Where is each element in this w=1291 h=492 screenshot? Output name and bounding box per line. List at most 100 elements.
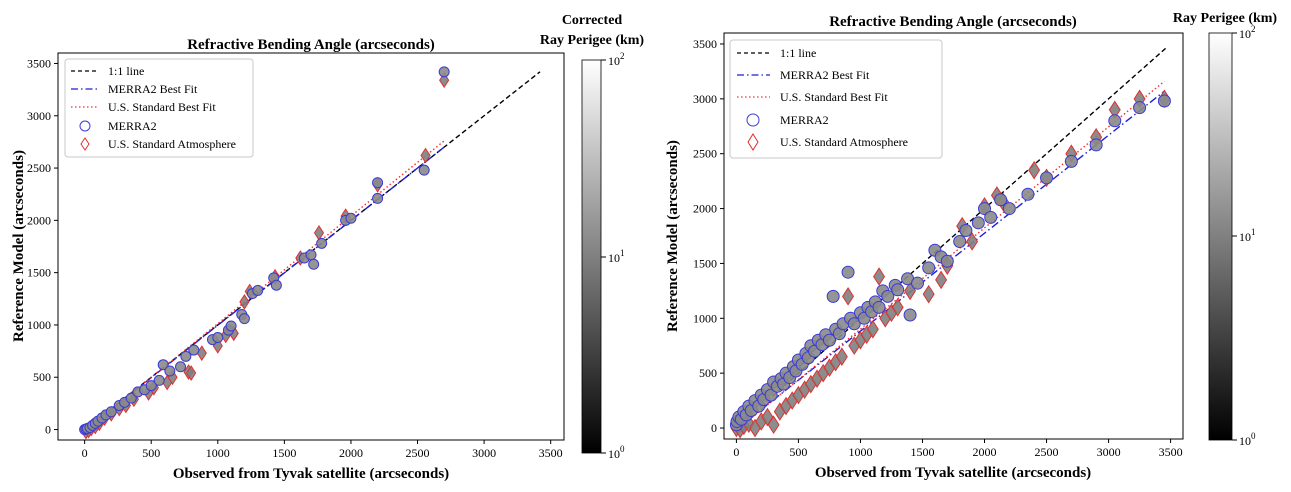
point-merra2 (1064, 154, 1078, 168)
chart-title: Refractive Bending Angle (arcseconds) (187, 37, 435, 53)
point-merra2 (841, 265, 855, 279)
line-u-s-standard-best-fit (84, 140, 445, 432)
point-us-standard (891, 297, 904, 317)
point-merra2 (978, 202, 992, 216)
point-us-standard (186, 365, 197, 381)
colorbar-title: Ray Perigee (km) (1173, 11, 1278, 26)
legend-marker-usstd (80, 137, 90, 151)
point-merra2 (372, 192, 384, 204)
x-tick-label: 3000 (472, 446, 496, 460)
colorbar-gradient (1208, 32, 1233, 441)
legend-label-usstd: U.S. Standard Atmosphere (108, 137, 236, 151)
legend-label-merra2-fit: MERRA2 Best Fit (780, 68, 870, 82)
point-merra2 (953, 234, 967, 248)
point-merra2 (1108, 114, 1122, 128)
point-merra2 (1089, 138, 1103, 152)
x-tick-label: 2500 (406, 446, 430, 460)
y-tick-label: 1500 (693, 256, 717, 270)
y-tick-label: 2500 (693, 147, 717, 161)
point-us-standard (420, 147, 431, 164)
colorbar-tick-label-3: 102 (608, 51, 625, 68)
point-merra2 (212, 331, 224, 343)
x-tick-label: 500 (789, 445, 807, 459)
y-tick-label: 3500 (693, 37, 717, 51)
x-tick-label: 1000 (848, 445, 872, 459)
point-merra2 (157, 359, 169, 371)
legend-label-merra2-fit: MERRA2 Best Fit (108, 82, 198, 96)
legend-label-usstd: U.S. Standard Atmosphere (780, 135, 908, 149)
x-tick-label: 3000 (1097, 445, 1121, 459)
point-merra2 (911, 276, 925, 290)
legend-label-merra2: MERRA2 (780, 113, 829, 127)
x-tick-label: 2000 (973, 445, 997, 459)
legend-box (729, 39, 943, 159)
right-chart: Refractive Bending Angle (arcseconds) 0 5… (665, 11, 1277, 481)
plot-frame (723, 32, 1184, 440)
point-merra2 (940, 254, 954, 268)
colorbar-tick-label-1: 100 (1239, 431, 1256, 448)
point-merra2 (270, 279, 282, 291)
point-merra2 (252, 284, 264, 296)
point-us-standard (922, 284, 935, 304)
left-chart: Refractive Bending Angle (arcseconds) 0 5… (11, 13, 644, 482)
colorbar: Corrected Ray Perigee (km) 100 101 102 (540, 13, 645, 461)
point-merra2 (180, 350, 192, 362)
y-tick-label: 1500 (27, 266, 51, 280)
point-us-standard (966, 232, 979, 251)
point-merra2 (105, 406, 117, 418)
y-tick-label: 3000 (27, 109, 51, 123)
point-merra2 (994, 193, 1008, 207)
legend: 1:1 line MERRA2 Best Fit U.S. Standard B… (729, 39, 943, 159)
point-merra2 (891, 283, 905, 297)
point-us-standard (866, 319, 879, 339)
legend-marker-merra2 (746, 113, 760, 127)
x-axis-label: Observed from Tyvak satellite (arcsecond… (173, 466, 449, 482)
y-tick-label: 2500 (27, 161, 51, 175)
y-tick-label: 500 (699, 366, 717, 380)
point-merra2 (305, 249, 317, 261)
x-tick-label: 3500 (539, 446, 563, 460)
point-merra2 (308, 258, 320, 270)
line-merra2-best-fit (84, 146, 445, 431)
y-tick-label: 3000 (693, 92, 717, 106)
y-axis-label: Reference Model (arcseconds) (11, 150, 27, 342)
point-us-standard (835, 347, 848, 367)
point-us-standard (767, 415, 780, 435)
point-merra2 (316, 237, 328, 249)
legend: 1:1 line MERRA2 Best Fit U.S. Standard B… (64, 58, 254, 158)
colorbar-tick-label-1: 100 (608, 444, 625, 461)
x-tick-label: 3500 (1159, 445, 1183, 459)
legend-marker-usstd (747, 133, 759, 151)
y-axis-label: Reference Model (arcseconds) (665, 140, 681, 332)
y-axis-ticks: 0 500 1000 1500 2000 2500 3000 3500 (27, 56, 58, 437)
chart-title: Refractive Bending Angle (arcseconds) (829, 14, 1077, 30)
point-merra2 (345, 212, 357, 224)
legend-label-merra2: MERRA2 (108, 119, 157, 133)
point-merra2 (372, 177, 384, 189)
y-axis-ticks: 0 500 1000 1500 2000 2500 3000 3500 (693, 37, 724, 435)
legend-box (64, 58, 254, 158)
colorbar-title-line1: Corrected (562, 13, 623, 28)
point-us-standard (761, 407, 774, 427)
y-tick-label: 1000 (27, 318, 51, 332)
legend-label-1to1: 1:1 line (780, 46, 816, 60)
point-merra2 (238, 313, 250, 325)
point-merra2 (1002, 202, 1016, 216)
x-tick-label: 1500 (910, 445, 934, 459)
y-tick-label: 2000 (693, 202, 717, 216)
point-merra2 (175, 361, 187, 373)
point-merra2 (826, 289, 840, 303)
legend-label-usstd-fit: U.S. Standard Best Fit (108, 100, 216, 114)
legend-label-usstd-fit: U.S. Standard Best Fit (780, 90, 888, 104)
point-merra2 (984, 210, 998, 224)
data-points (79, 66, 450, 440)
colorbar-tick-label-2: 101 (1239, 227, 1256, 244)
point-merra2 (438, 66, 450, 78)
point-merra2 (1157, 94, 1171, 108)
point-merra2 (1133, 101, 1147, 115)
point-us-standard (935, 270, 948, 290)
data-points (729, 89, 1171, 439)
point-merra2 (145, 380, 157, 392)
y-tick-label: 2000 (27, 213, 51, 227)
y-tick-label: 500 (33, 370, 51, 384)
